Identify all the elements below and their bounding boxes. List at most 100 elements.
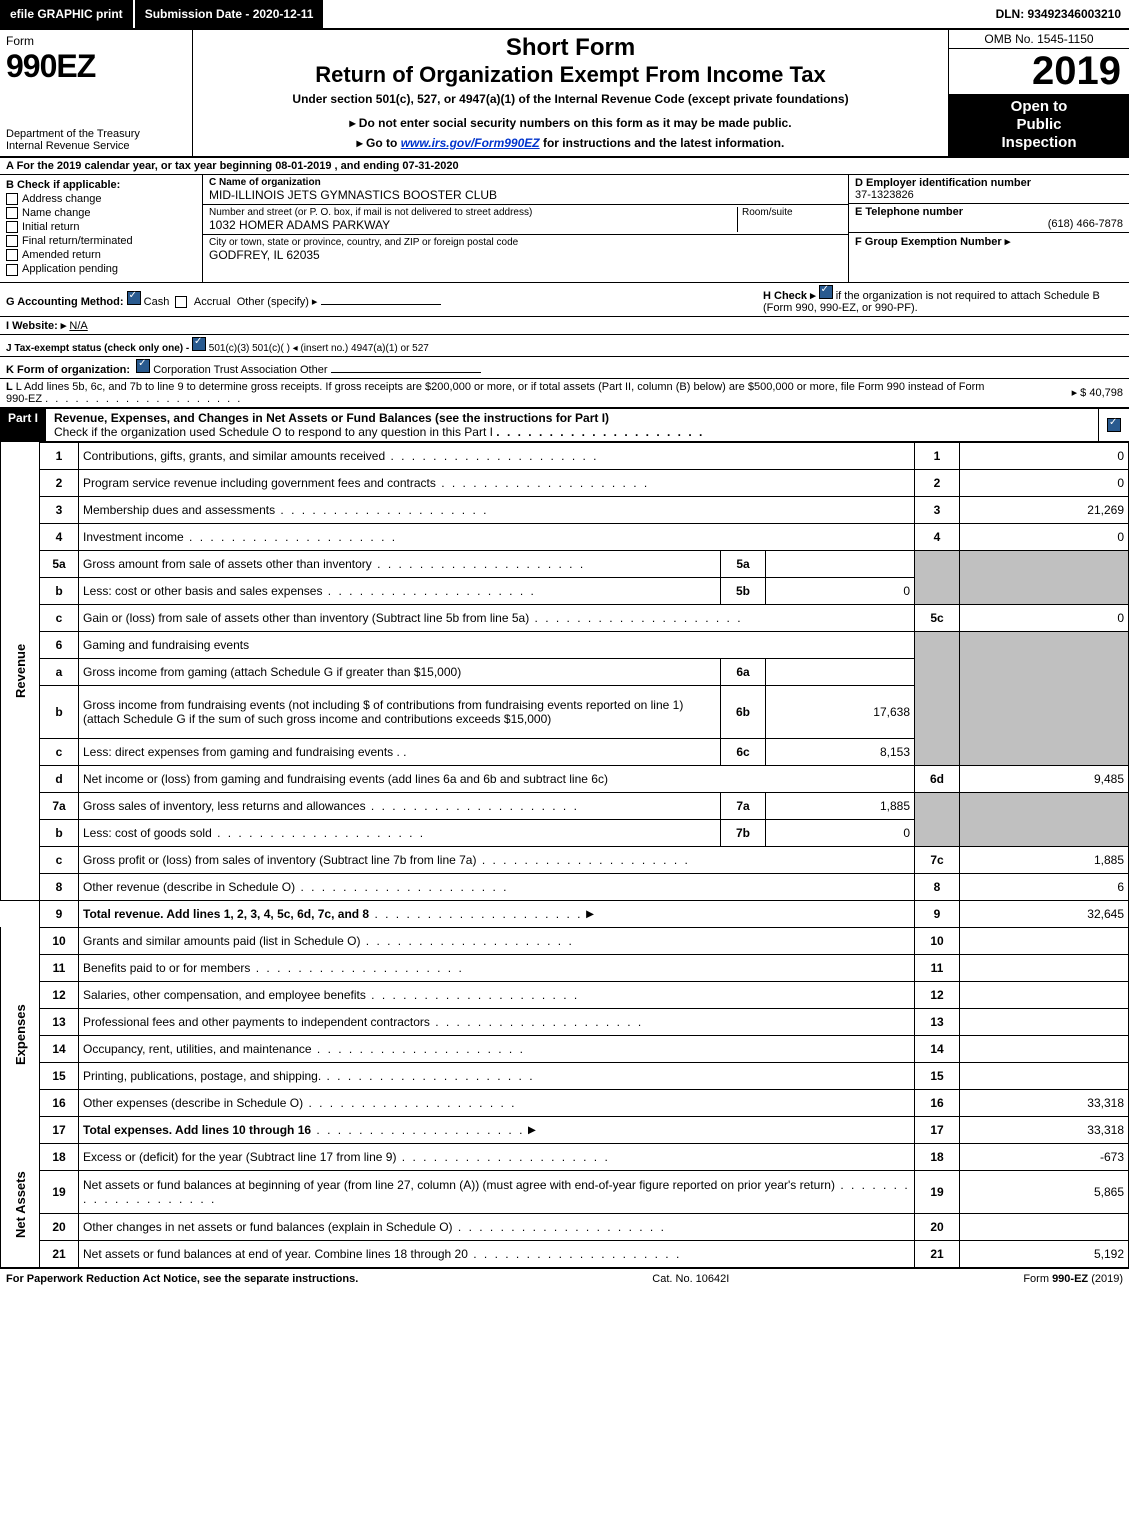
l4-val: 0 — [960, 523, 1129, 550]
short-form-title: Short Form — [203, 34, 938, 62]
boxes-def: D Employer identification number 37-1323… — [848, 175, 1129, 282]
l21-val: 5,192 — [960, 1240, 1129, 1267]
part1-header: Part I Revenue, Expenses, and Changes in… — [0, 408, 1129, 442]
tax-year: 2019 — [949, 49, 1129, 94]
part1-title: Revenue, Expenses, and Changes in Net As… — [54, 411, 609, 425]
l7b-desc: Less: cost of goods sold — [83, 826, 212, 840]
l17-desc: Total expenses. Add lines 10 through 16 — [83, 1123, 311, 1137]
dln-label: DLN: 93492346003210 — [988, 0, 1129, 28]
irs-link[interactable]: www.irs.gov/Form990EZ — [401, 136, 540, 150]
ein-value: 37-1323826 — [855, 189, 1123, 201]
l8-ln: 8 — [915, 873, 960, 900]
l16-num: 16 — [40, 1089, 79, 1116]
l9-num: 9 — [40, 900, 79, 927]
chk-schedule-b[interactable] — [819, 285, 833, 299]
open-line2: Public — [953, 116, 1125, 134]
l9-val: 32,645 — [960, 900, 1129, 927]
l3-val: 21,269 — [960, 496, 1129, 523]
l6d-val: 9,485 — [960, 765, 1129, 792]
ssn-warning: ▸ Do not enter social security numbers o… — [203, 116, 938, 130]
l2-ln: 2 — [915, 469, 960, 496]
l3-num: 3 — [40, 496, 79, 523]
l4-num: 4 — [40, 523, 79, 550]
expenses-tab: Expenses — [1, 927, 40, 1143]
l7a-sn: 7a — [721, 792, 766, 819]
entity-info: B Check if applicable: Address change Na… — [0, 175, 1129, 283]
chk-initial-return[interactable]: Initial return — [6, 221, 196, 233]
efile-print-button[interactable]: efile GRAPHIC print — [0, 0, 135, 28]
l15-ln: 15 — [915, 1062, 960, 1089]
line-l-amount: ▸ $ 40,798 — [1003, 386, 1123, 399]
box-b: B Check if applicable: Address change Na… — [0, 175, 203, 282]
l14-num: 14 — [40, 1035, 79, 1062]
l17-val: 33,318 — [960, 1116, 1129, 1143]
l7a-num: 7a — [40, 792, 79, 819]
meta-rows: G Accounting Method: Cash Accrual Other … — [0, 283, 1129, 408]
boxh-label: H Check ▸ — [763, 290, 816, 302]
l14-desc: Occupancy, rent, utilities, and maintena… — [83, 1042, 312, 1056]
taxexempt-label: J Tax-exempt status (check only one) - — [6, 343, 192, 354]
l5c-desc: Gain or (loss) from sale of assets other… — [83, 611, 529, 625]
l5b-sn: 5b — [721, 577, 766, 604]
phone-label: E Telephone number — [855, 206, 1123, 218]
street-value: 1032 HOMER ADAMS PARKWAY — [209, 218, 737, 232]
return-title: Return of Organization Exempt From Incom… — [203, 62, 938, 88]
l1-ln: 1 — [915, 442, 960, 469]
chk-cash[interactable] — [127, 291, 141, 305]
l6d-desc: Net income or (loss) from gaming and fun… — [79, 765, 915, 792]
l7c-val: 1,885 — [960, 846, 1129, 873]
top-bar: efile GRAPHIC print Submission Date - 20… — [0, 0, 1129, 30]
l7c-ln: 7c — [915, 846, 960, 873]
form-word: Form — [6, 34, 186, 48]
l15-val — [960, 1062, 1129, 1089]
l6b-sn: 6b — [721, 685, 766, 738]
l19-num: 19 — [40, 1170, 79, 1213]
irs-label: Internal Revenue Service — [6, 140, 186, 152]
l5c-num: c — [40, 604, 79, 631]
l3-ln: 3 — [915, 496, 960, 523]
l10-ln: 10 — [915, 927, 960, 954]
header-center: Short Form Return of Organization Exempt… — [193, 30, 948, 156]
chk-address-change[interactable]: Address change — [6, 193, 196, 205]
l10-desc: Grants and similar amounts paid (list in… — [83, 934, 360, 948]
l5a-sv — [766, 550, 915, 577]
l7c-num: c — [40, 846, 79, 873]
l6c-sv: 8,153 — [766, 738, 915, 765]
chk-accrual[interactable] — [175, 296, 187, 308]
chk-corporation[interactable] — [136, 359, 150, 373]
l6c-desc: Less: direct expenses from gaming and fu… — [83, 745, 393, 759]
l16-ln: 16 — [915, 1089, 960, 1116]
l1-num: 1 — [40, 442, 79, 469]
room-label: Room/suite — [742, 207, 842, 218]
submission-date-button[interactable]: Submission Date - 2020-12-11 — [135, 0, 326, 28]
l17-num: 17 — [40, 1116, 79, 1143]
chk-schedule-o[interactable] — [1107, 418, 1121, 432]
chk-name-change[interactable]: Name change — [6, 207, 196, 219]
l20-ln: 20 — [915, 1213, 960, 1240]
l6b-num: b — [40, 685, 79, 738]
cat-no: Cat. No. 10642I — [652, 1273, 729, 1285]
l18-ln: 18 — [915, 1143, 960, 1170]
header-left: Form 990EZ Department of the Treasury In… — [0, 30, 193, 156]
goto-note: ▸ Go to www.irs.gov/Form990EZ for instru… — [203, 136, 938, 150]
l6-desc: Gaming and fundraising events — [79, 631, 915, 658]
taxexempt-opts: 501(c)(3) 501(c)( ) ◂ (insert no.) 4947(… — [209, 343, 429, 354]
l12-val — [960, 981, 1129, 1008]
omb-number: OMB No. 1545-1150 — [949, 30, 1129, 49]
l3-desc: Membership dues and assessments — [83, 503, 275, 517]
chk-amended[interactable]: Amended return — [6, 249, 196, 261]
formorg-label: K Form of organization: — [6, 364, 130, 376]
l7b-sn: 7b — [721, 819, 766, 846]
form-header: Form 990EZ Department of the Treasury In… — [0, 30, 1129, 158]
part1-table: Revenue 1 Contributions, gifts, grants, … — [0, 442, 1129, 1268]
l5a-sn: 5a — [721, 550, 766, 577]
l20-desc: Other changes in net assets or fund bala… — [83, 1220, 453, 1234]
chk-final-return[interactable]: Final return/terminated — [6, 235, 196, 247]
chk-pending[interactable]: Application pending — [6, 263, 196, 275]
l14-ln: 14 — [915, 1035, 960, 1062]
street-label: Number and street (or P. O. box, if mail… — [209, 207, 737, 218]
l12-num: 12 — [40, 981, 79, 1008]
formorg-opts: Corporation Trust Association Other — [153, 364, 327, 376]
city-label: City or town, state or province, country… — [209, 237, 842, 248]
chk-501c3[interactable] — [192, 337, 206, 351]
